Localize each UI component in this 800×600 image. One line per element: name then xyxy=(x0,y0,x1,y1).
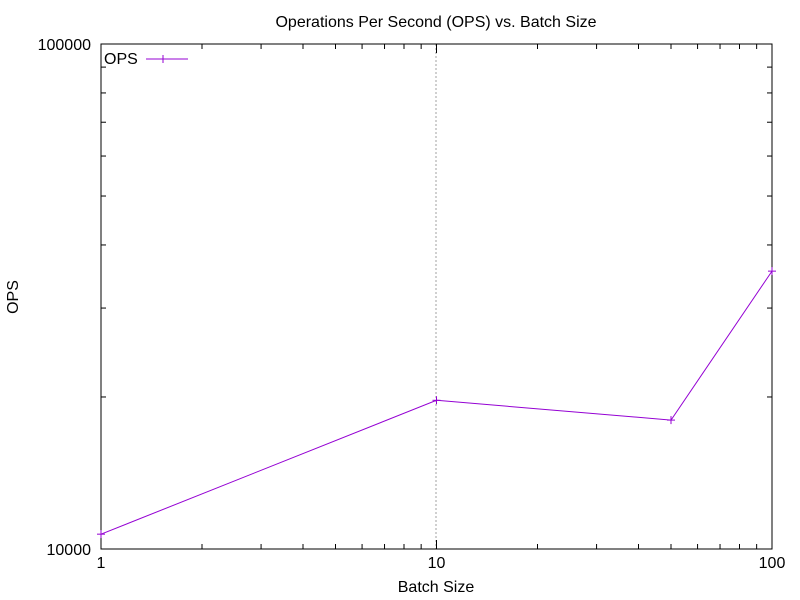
series-line-ops xyxy=(100,270,773,535)
x-tick-label: 100 xyxy=(759,555,786,572)
legend: OPS xyxy=(104,51,188,68)
data-point xyxy=(768,267,776,276)
data-point xyxy=(667,416,676,425)
x-axis-label: Batch Size xyxy=(398,579,475,596)
y-tick-label: 100000 xyxy=(38,37,91,54)
series-layer xyxy=(97,267,776,539)
y-tick-label: 10000 xyxy=(47,542,92,559)
y-axis-label: OPS xyxy=(5,280,22,314)
x-tick-label: 1 xyxy=(97,555,106,572)
data-point xyxy=(97,530,105,539)
minor-ticks xyxy=(101,44,772,549)
major-ticks xyxy=(100,43,773,550)
legend-label-ops: OPS xyxy=(104,51,138,68)
x-tick-label: 10 xyxy=(428,555,446,572)
data-point xyxy=(432,396,441,405)
tick-labels: 1 10 100 10000 100000 xyxy=(38,37,786,572)
chart-title: Operations Per Second (OPS) vs. Batch Si… xyxy=(275,14,596,31)
